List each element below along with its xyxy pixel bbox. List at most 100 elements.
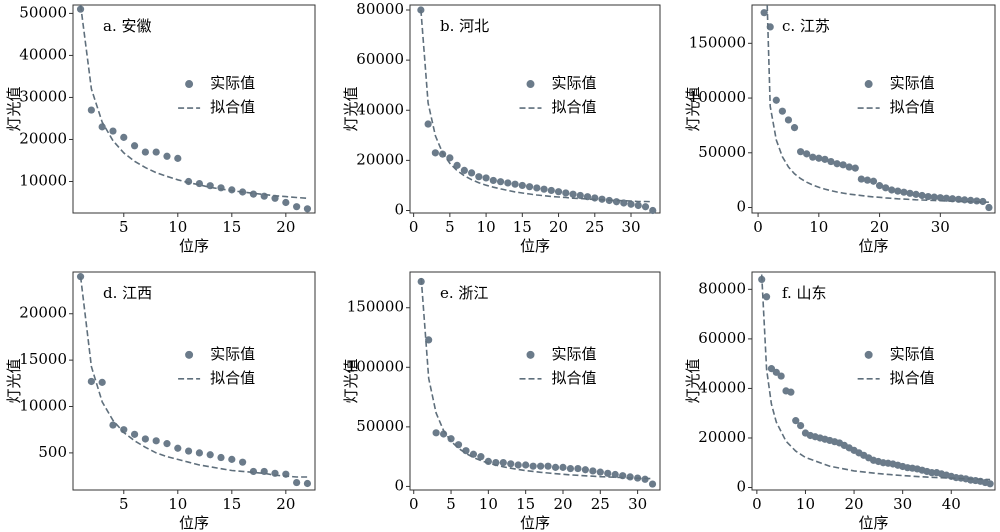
point [293,478,301,487]
x-tick-label: 25 [591,495,610,513]
point [544,462,552,470]
y-tick-label: 20000 [356,150,404,168]
point [467,169,476,177]
point [529,462,537,470]
point [482,174,490,182]
point [574,464,582,473]
point [815,154,823,162]
point [551,463,560,471]
point [888,186,896,194]
x-axis-label: 位序 [858,514,888,532]
point [249,467,258,476]
point [453,161,461,169]
point [839,161,847,169]
point [431,149,439,157]
point [174,444,182,452]
point [141,435,149,443]
point [936,194,944,202]
point [87,106,95,114]
fit-line [760,274,991,481]
y-tick-label: 500 [38,443,67,461]
point [760,9,768,17]
point [869,177,878,185]
x-tick-label: 15 [222,495,241,513]
panel-title: a. 安徽 [103,17,151,35]
point [477,453,485,461]
point [195,179,204,188]
x-tick-label: 20 [276,218,295,236]
y-tick-label: 20000 [19,304,67,322]
point [918,191,926,200]
y-axis-label: 灯光值 [684,358,702,403]
point [641,203,650,211]
point [762,293,771,301]
point [809,153,817,161]
x-tick-label: 20 [870,218,889,236]
plot-frame [409,271,661,491]
point [163,152,171,160]
y-tick-label: 60000 [698,329,746,347]
point [882,184,890,192]
point [604,469,612,477]
point [648,480,657,488]
point [130,142,139,150]
plot-frame [751,271,996,491]
point [790,124,799,132]
point [649,206,657,215]
x-tick-label: 0 [752,495,762,513]
point [777,372,785,380]
point [797,421,805,430]
point [533,184,541,192]
panel: 5 10 15 20 10000 20000 30000 40000 50000 位序 灯光值 a. … [5,3,316,255]
point [475,173,483,181]
point [894,187,902,195]
panel-title: d. 江西 [103,284,152,302]
point [98,378,106,386]
legend-label: 拟合值 [890,98,935,116]
x-tick-label: 10 [477,218,496,236]
y-tick-label: 60000 [356,50,404,68]
point [447,435,455,443]
y-tick-label: 150000 [689,33,746,51]
x-tick-label: 30 [628,495,647,513]
legend-label: 拟合值 [552,369,597,387]
point [518,181,526,190]
point [195,449,204,457]
x-tick-label: 0 [753,218,763,236]
x-tick-label: 15 [516,495,535,513]
point [851,164,859,172]
point [540,185,548,193]
fit-line [79,5,308,200]
x-tick-label: 10 [168,495,187,513]
point [787,388,795,396]
legend-label: 实际值 [210,74,255,92]
panel-title: e. 浙江 [440,284,488,302]
panel: 5 10 15 20 500 10000 15000 20000 位序 灯光值 d. 江西实际值拟合… [5,271,316,532]
x-axis-label: 位序 [520,514,550,532]
x-tick-label: 40 [942,495,961,513]
legend-marker [526,80,535,89]
x-tick-label: 20 [553,495,572,513]
y-tick-label: 50000 [356,417,404,435]
point [767,365,776,373]
point [857,175,865,183]
point [596,468,604,476]
legend-label: 实际值 [890,345,935,363]
point [912,190,920,198]
point [627,200,635,208]
x-axis-label: 位序 [858,237,888,255]
x-tick-label: 15 [222,218,241,236]
point [87,377,95,386]
fit-line [420,277,653,480]
point [511,180,519,188]
legend-label: 拟合值 [210,98,255,116]
y-tick-label: 20000 [19,129,67,147]
point [641,475,649,483]
point [986,480,994,488]
panel: 0 10 20 30 0 50000 100000 150000 位序 灯光值 c. 江苏实际值拟合… [684,4,996,255]
point [626,473,634,481]
y-tick-label: 40000 [356,100,404,118]
point [454,441,463,449]
point [293,203,301,211]
point [152,437,160,445]
